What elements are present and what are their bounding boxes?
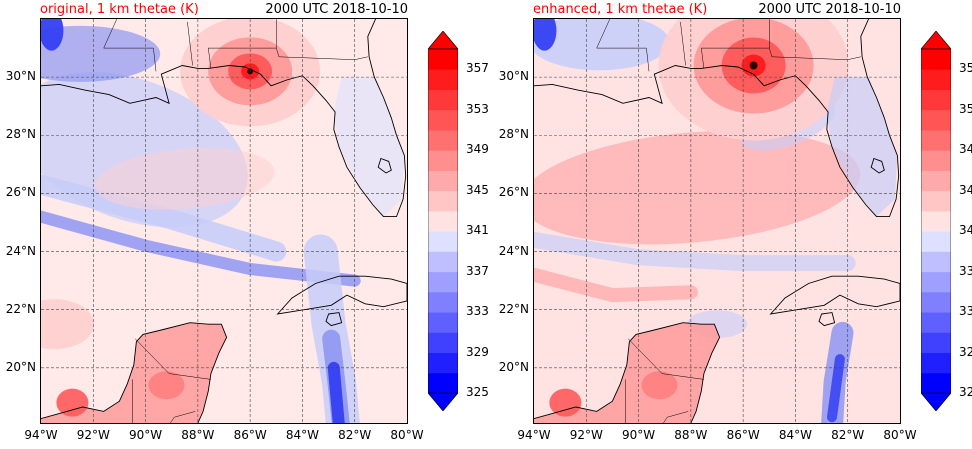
panel-time-enhanced: 2000 UTC 2018-10-10 (758, 2, 901, 17)
lon-tick-label: 88°W (674, 428, 708, 442)
panel-time-original: 2000 UTC 2018-10-10 (265, 2, 408, 17)
colorbar-tick-label: 333 (466, 304, 489, 319)
panel-title-original: original, 1 km thetae (K) (40, 2, 199, 17)
colorbar-tick-label: 353 (959, 101, 972, 116)
lat-tick-label: 28°N (498, 127, 529, 142)
lat-tick-label: 30°N (498, 69, 529, 84)
lon-tick-label: 84°W (285, 428, 319, 442)
lon-tick-label: 92°W (76, 428, 110, 442)
colorbar-tick-label: 325 (959, 385, 972, 399)
lat-tick-label: 20°N (5, 359, 36, 374)
panel-enhanced: enhanced, 1 km thetae (K) 2000 UTC 2018-… (493, 0, 972, 449)
panel-original: original, 1 km thetae (K) 2000 UTC 2018-… (5, 2, 489, 442)
colorbar-enhanced (921, 31, 951, 411)
lat-tick-label: 22°N (498, 301, 529, 316)
lon-tick-label: 86°W (233, 428, 267, 442)
lat-tick-label: 24°N (498, 243, 529, 258)
lon-tick-label: 84°W (778, 428, 812, 442)
colorbar-original (428, 31, 458, 411)
colorbar-tick-label: 357 (959, 61, 972, 76)
lon-tick-label: 90°W (128, 428, 163, 442)
colorbar-tick-label: 345 (466, 182, 489, 197)
colorbar-tick-label: 333 (959, 304, 972, 319)
colorbar-tick-label: 349 (959, 142, 972, 157)
lon-tick-label: 94°W (517, 428, 551, 442)
colorbar-tick-label: 337 (959, 263, 972, 278)
colorbar-tick-label: 329 (466, 344, 489, 359)
colorbar-tick-label: 345 (959, 182, 972, 197)
lon-tick-label: 90°W (621, 428, 656, 442)
lat-tick-label: 22°N (5, 301, 36, 316)
colorbar-tick-label: 337 (466, 263, 489, 278)
colorbar-tick-label: 357 (466, 61, 489, 76)
lon-tick-label: 86°W (726, 428, 760, 442)
map-enhanced (533, 18, 901, 424)
lat-tick-label: 30°N (5, 69, 36, 84)
lon-tick-label: 80°W (390, 428, 424, 442)
map-original (40, 18, 408, 424)
map-canvas-original (41, 19, 407, 423)
panel-title-enhanced: enhanced, 1 km thetae (K) (533, 2, 708, 17)
lat-tick-label: 28°N (5, 127, 36, 142)
colorbar-tick-label: 349 (466, 142, 489, 157)
lon-tick-label: 80°W (883, 428, 917, 442)
lon-tick-label: 88°W (181, 428, 215, 442)
lon-tick-label: 92°W (569, 428, 603, 442)
lat-tick-label: 24°N (5, 243, 36, 258)
colorbar-tick-label: 329 (959, 344, 972, 359)
lon-tick-label: 82°W (831, 428, 865, 442)
lat-tick-label: 26°N (498, 185, 529, 200)
colorbar-tick-label: 353 (466, 101, 489, 116)
lat-tick-label: 20°N (498, 359, 529, 374)
lat-tick-label: 26°N (5, 185, 36, 200)
lon-tick-label: 94°W (24, 428, 58, 442)
map-canvas-enhanced (534, 19, 900, 423)
colorbar-tick-label: 341 (466, 223, 489, 238)
lon-tick-label: 82°W (338, 428, 372, 442)
colorbar-tick-label: 341 (959, 223, 972, 238)
colorbar-tick-label: 325 (466, 385, 489, 399)
